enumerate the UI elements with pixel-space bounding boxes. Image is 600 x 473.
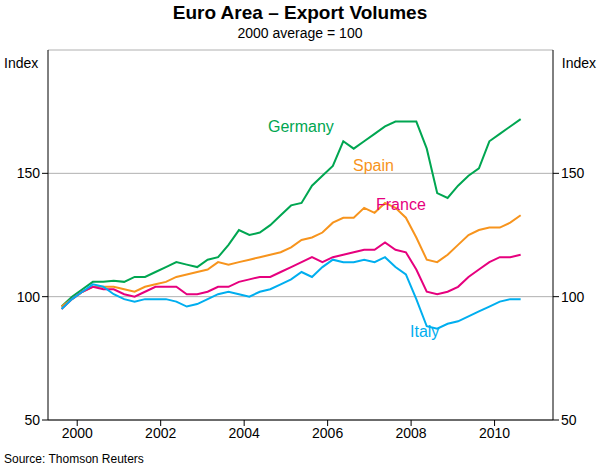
svg-text:50: 50 [24,412,40,428]
svg-text:2010: 2010 [479,425,510,441]
svg-text:2006: 2006 [312,425,343,441]
html-text:Italy: Italy [410,323,440,340]
html-text:Source: Thomson Reuters: Source: Thomson Reuters [4,452,144,466]
svg-text:50: 50 [561,412,577,428]
html-text:Index: Index [4,55,39,71]
html-text:Euro Area – Export Volumes: Euro Area – Export Volumes [172,2,428,23]
svg-text:150: 150 [17,165,41,181]
svg-text:100: 100 [561,289,585,305]
html-text:Index: Index [561,55,596,71]
html-text:2000 average = 100: 2000 average = 100 [237,25,363,41]
svg-text:2000: 2000 [62,425,93,441]
svg-text:150: 150 [561,165,585,181]
svg-text:2008: 2008 [396,425,427,441]
html-text:France: France [376,196,426,213]
html-text:Spain: Spain [353,157,394,174]
svg-text:2002: 2002 [145,425,176,441]
html-text:Germany: Germany [268,118,334,135]
svg-text:2004: 2004 [229,425,260,441]
svg-text:100: 100 [17,289,41,305]
